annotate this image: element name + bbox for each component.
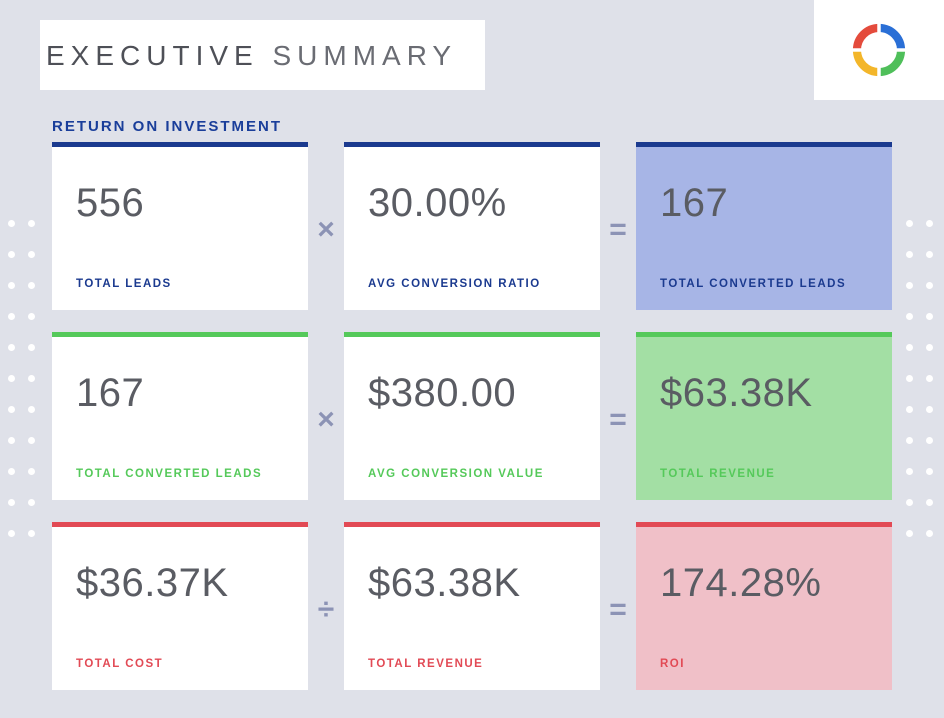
operator-equals-icon: = [600,522,636,690]
card-total-converted-leads: 167 TOTAL CONVERTED LEADS [636,142,892,310]
decoration-dots-left [8,220,38,537]
value-total-revenue-2: $63.38K [368,561,576,606]
value-total-converted-leads: 167 [660,181,868,226]
page-title: EXECUTIVE SUMMARY [46,40,457,72]
decoration-dots-right [906,220,936,537]
card-total-cost: $36.37K TOTAL COST [52,522,308,690]
value-total-cost: $36.37K [76,561,284,606]
card-avg-conversion-ratio: 30.00% AVG CONVERSION RATIO [344,142,600,310]
card-total-converted-leads-2: 167 TOTAL CONVERTED LEADS [52,332,308,500]
value-total-converted-leads-2: 167 [76,371,284,416]
operator-equals-icon: = [600,332,636,500]
label-total-leads: TOTAL LEADS [76,278,284,290]
card-roi: 174.28% ROI [636,522,892,690]
card-avg-conversion-value: $380.00 AVG CONVERSION VALUE [344,332,600,500]
logo-wrap [814,0,944,100]
operator-multiply-icon: × [308,332,344,500]
page-title-strong: EXECUTIVE [46,40,259,71]
label-total-converted-leads-2: TOTAL CONVERTED LEADS [76,468,284,480]
label-avg-conversion-ratio: AVG CONVERSION RATIO [368,278,576,290]
label-avg-conversion-value: AVG CONVERSION VALUE [368,468,576,480]
value-avg-conversion-ratio: 30.00% [368,181,576,226]
label-total-converted-leads: TOTAL CONVERTED LEADS [660,278,868,290]
label-total-cost: TOTAL COST [76,658,284,670]
label-roi: ROI [660,658,868,670]
card-total-revenue-2: $63.38K TOTAL REVENUE [344,522,600,690]
value-roi: 174.28% [660,561,868,606]
value-total-leads: 556 [76,181,284,226]
label-total-revenue-2: TOTAL REVENUE [368,658,576,670]
brand-logo-icon [850,21,908,79]
page-title-light: SUMMARY [272,40,457,71]
card-total-revenue: $63.38K TOTAL REVENUE [636,332,892,500]
value-total-revenue: $63.38K [660,371,868,416]
value-avg-conversion-value: $380.00 [368,371,576,416]
page-title-wrap: EXECUTIVE SUMMARY [40,20,485,90]
card-total-leads: 556 TOTAL LEADS [52,142,308,310]
roi-grid: 556 TOTAL LEADS × 30.00% AVG CONVERSION … [52,142,892,690]
operator-equals-icon: = [600,142,636,310]
label-total-revenue: TOTAL REVENUE [660,468,868,480]
operator-divide-icon: ÷ [308,522,344,690]
section-title: RETURN ON INVESTMENT [52,118,282,135]
operator-multiply-icon: × [308,142,344,310]
